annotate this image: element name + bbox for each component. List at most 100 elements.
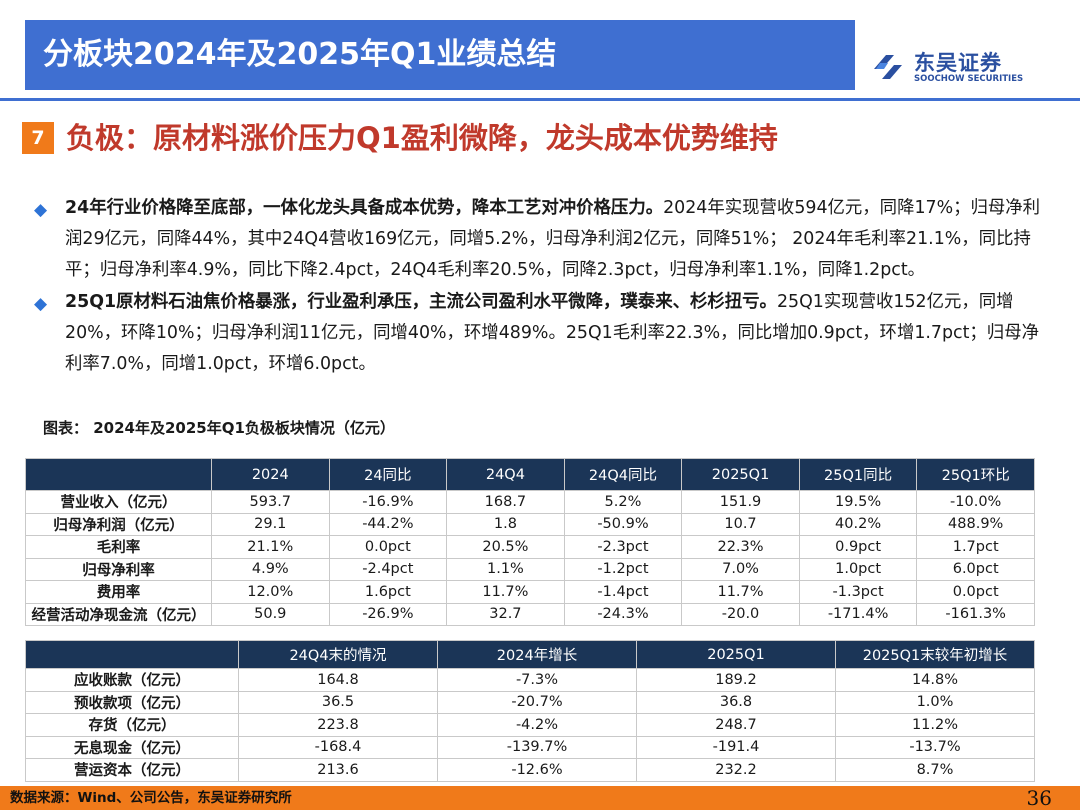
table-cell: -10.0% xyxy=(916,490,1035,514)
section-number-badge: 7 xyxy=(22,122,54,154)
table-cell: 4.9% xyxy=(211,557,330,581)
table-row-label: 营运资本（亿元） xyxy=(25,758,239,782)
table-header-cell: 24Q4同比 xyxy=(563,458,683,491)
section-title: 负极：原材料涨价压力Q1盈利微降，龙头成本优势维持 xyxy=(66,121,778,155)
header-bar: 分板块2024年及2025年Q1业绩总结 xyxy=(25,20,855,90)
table-cell: -13.7% xyxy=(835,735,1035,759)
table-cell: -1.2pct xyxy=(563,557,683,581)
table-row: 毛利率 21.1% 0.0pct 20.5% -2.3pct 22.3% 0.9pct 1.7… xyxy=(25,535,1035,559)
table-cell: 19.5% xyxy=(798,490,918,514)
bullet-item: ◆ 25Q1原材料石油焦价格暴涨，行业盈利承压，主流公司盈利水平微降，璞泰来、杉… xyxy=(32,287,1052,380)
balance-table: 24Q4末的情况 2024年增长 2025Q1 2025Q1末较年初增长 应收账… xyxy=(25,640,1035,782)
table-cell: 40.2% xyxy=(798,512,918,536)
table-header-cell: 2025Q1 xyxy=(681,458,800,491)
data-source-note: 数据来源：Wind、公司公告，东吴证券研究所 xyxy=(10,790,292,806)
table-cell: -4.2% xyxy=(437,713,637,737)
table-header-cell: 24同比 xyxy=(328,458,448,491)
table-header-cell: 24Q4 xyxy=(446,458,565,491)
table-cell: -1.3pct xyxy=(798,580,918,604)
table-cell: 248.7 xyxy=(636,713,836,737)
performance-table: 2024 24同比 24Q4 24Q4同比 2025Q1 25Q1同比 25Q1… xyxy=(25,458,1035,626)
table-cell: 11.2% xyxy=(835,713,1035,737)
bullet-list: ◆ 24年行业价格降至底部，一体化龙头具备成本优势，降本工艺对冲价格压力。202… xyxy=(32,193,1052,381)
table-cell: 232.2 xyxy=(636,758,836,782)
table-cell: -1.4pct xyxy=(563,580,683,604)
bullet-headline: 25Q1原材料石油焦价格暴涨，行业盈利承压，主流公司盈利水平微降，璞泰来、杉杉扭… xyxy=(65,292,777,312)
table-header-cell: 25Q1环比 xyxy=(916,458,1035,491)
table-row: 营业收入（亿元） 593.7 -16.9% 168.7 5.2% 151.9 19.5% -1… xyxy=(25,490,1035,514)
table-header-cell xyxy=(25,458,212,491)
table-cell: 168.7 xyxy=(446,490,565,514)
logo-text-cn: 东吴证券 xyxy=(914,51,1002,75)
table-cell: 36.5 xyxy=(238,690,438,714)
table-row: 营运资本（亿元） 213.6 -12.6% 232.2 8.7% xyxy=(25,758,1035,782)
table-cell: 11.7% xyxy=(681,580,800,604)
table-cell: 0.0pct xyxy=(916,580,1035,604)
table-row-label: 无息现金（亿元） xyxy=(25,735,239,759)
table-cell: -7.3% xyxy=(437,668,637,692)
table-cell: 593.7 xyxy=(211,490,330,514)
table-cell: 223.8 xyxy=(238,713,438,737)
table-cell: 151.9 xyxy=(681,490,800,514)
table-cell: 11.7% xyxy=(446,580,565,604)
table-header-row: 24Q4末的情况 2024年增长 2025Q1 2025Q1末较年初增长 xyxy=(25,640,1035,669)
table-header-cell: 24Q4末的情况 xyxy=(238,640,438,669)
header-divider xyxy=(0,98,1080,101)
table-header-cell xyxy=(25,640,239,669)
table-cell: 12.0% xyxy=(211,580,330,604)
table-row: 经营活动净现金流（亿元） 50.9 -26.9% 32.7 -24.3% -20.0 -17… xyxy=(25,602,1035,626)
table-cell: -24.3% xyxy=(563,602,683,626)
table-row: 应收账款（亿元） 164.8 -7.3% 189.2 14.8% xyxy=(25,668,1035,692)
bullet-body: 25Q1实现营收152亿元，同增20%，环降10%；归母净利润11亿元，同增40… xyxy=(65,292,1039,374)
table-cell: -191.4 xyxy=(636,735,836,759)
table-cell: 1.6pct xyxy=(328,580,448,604)
table-cell: -20.7% xyxy=(437,690,637,714)
table-row-label: 归母净利率 xyxy=(25,557,212,581)
table-row-label: 营业收入（亿元） xyxy=(25,490,212,514)
table-header-cell: 2024 xyxy=(211,458,330,491)
table-cell: 29.1 xyxy=(211,512,330,536)
table-cell: 488.9% xyxy=(916,512,1035,536)
table-cell: 10.7 xyxy=(681,512,800,536)
table-cell: 0.0pct xyxy=(328,535,448,559)
table-cell: 164.8 xyxy=(238,668,438,692)
bullet-headline: 24年行业价格降至底部，一体化龙头具备成本优势，降本工艺对冲价格压力。 xyxy=(65,198,664,218)
table-cell: 21.1% xyxy=(211,535,330,559)
table-cell: 1.0% xyxy=(835,690,1035,714)
table-cell: 8.7% xyxy=(835,758,1035,782)
table-row: 归母净利率 4.9% -2.4pct 1.1% -1.2pct 7.0% 1.0pct 6.0… xyxy=(25,557,1035,581)
diamond-bullet-icon: ◆ xyxy=(34,200,48,220)
company-logo: 东吴证券 SOOCHOW SECURITIES xyxy=(868,45,1043,90)
table-cell: 50.9 xyxy=(211,602,330,626)
table-row: 存货（亿元） 223.8 -4.2% 248.7 11.2% xyxy=(25,713,1035,737)
table-row-label: 毛利率 xyxy=(25,535,212,559)
table-cell: 1.7pct xyxy=(916,535,1035,559)
table-cell: -20.0 xyxy=(681,602,800,626)
table-row: 无息现金（亿元） -168.4 -139.7% -191.4 -13.7% xyxy=(25,735,1035,759)
table-cell: 14.8% xyxy=(835,668,1035,692)
table-cell: -139.7% xyxy=(437,735,637,759)
table-cell: -171.4% xyxy=(798,602,918,626)
table-cell: 5.2% xyxy=(563,490,683,514)
table-header-row: 2024 24同比 24Q4 24Q4同比 2025Q1 25Q1同比 25Q1… xyxy=(25,458,1035,491)
table-header-cell: 25Q1同比 xyxy=(798,458,918,491)
soochow-logo-icon xyxy=(874,55,902,79)
figure-caption: 图表： 2024年及2025年Q1负极板块情况（亿元） xyxy=(43,419,395,437)
diamond-bullet-icon: ◆ xyxy=(34,294,48,314)
table-cell: 7.0% xyxy=(681,557,800,581)
table-cell: 1.1% xyxy=(446,557,565,581)
logo-text-en: SOOCHOW SECURITIES xyxy=(914,74,1024,84)
table-row-label: 预收款项（亿元） xyxy=(25,690,239,714)
table-cell: -2.4pct xyxy=(328,557,448,581)
page-title: 分板块2024年及2025年Q1业绩总结 xyxy=(43,37,557,72)
table-cell: 36.8 xyxy=(636,690,836,714)
table-cell: -16.9% xyxy=(328,490,448,514)
table-header-cell: 2024年增长 xyxy=(437,640,637,669)
table-row: 预收款项（亿元） 36.5 -20.7% 36.8 1.0% xyxy=(25,690,1035,714)
table-row-label: 归母净利润（亿元） xyxy=(25,512,212,536)
table-cell: -168.4 xyxy=(238,735,438,759)
table-cell: -44.2% xyxy=(328,512,448,536)
bullet-body: 2024年实现营收594亿元，同降17%；归母净利润29亿元，同降44%，其中2… xyxy=(65,198,1041,280)
table-cell: 1.8 xyxy=(446,512,565,536)
table-row-label: 存货（亿元） xyxy=(25,713,239,737)
